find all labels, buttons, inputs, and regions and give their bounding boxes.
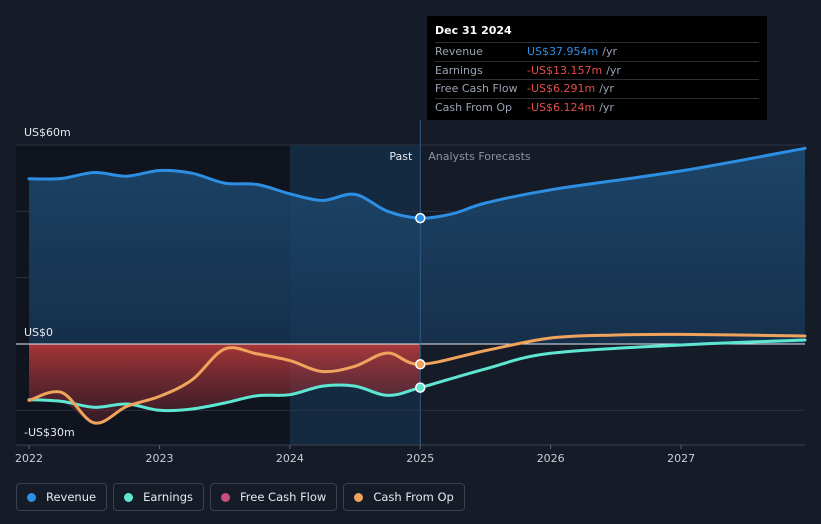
tooltip-row: Cash From Op -US$6.124m/yr — [435, 97, 759, 117]
cash-from-op-line — [27, 332, 807, 425]
revenue-area — [29, 148, 805, 344]
revenue-line — [27, 146, 807, 220]
x-axis: 2022 2023 2024 2025 2026 2027 — [15, 445, 695, 465]
earnings-marker — [415, 382, 426, 393]
tooltip-row: Revenue US$37.954m/yr — [435, 42, 759, 61]
tooltip-row-value: -US$6.124m — [527, 100, 596, 114]
revenue-marker — [415, 212, 426, 224]
tooltip-date: Dec 31 2024 — [435, 24, 512, 37]
tooltip-row-label: Revenue — [435, 45, 483, 58]
x-tick-label: 2025 — [406, 452, 434, 465]
markers — [415, 212, 426, 393]
legend-item-revenue[interactable]: Revenue — [16, 483, 108, 511]
y-label-bottom: -US$30m — [24, 426, 75, 439]
legend: Revenue Earnings Free Cash Flow Cash From O… — [16, 483, 465, 511]
forecast-label: Analysts Forecasts — [428, 150, 531, 163]
x-tick-label: 2022 — [15, 452, 43, 465]
tooltip-row-label: Free Cash Flow — [435, 82, 518, 95]
tooltip-row-label: Earnings — [435, 63, 483, 77]
series-lines — [27, 146, 807, 425]
past-label: Past — [389, 150, 413, 163]
x-tick-label: 2023 — [145, 452, 173, 465]
tooltip: Dec 31 2024 Revenue US$37.954m/yr Earnings… — [427, 16, 767, 120]
tooltip-row-value: -US$6.291m — [527, 82, 596, 95]
legend-label: Free Cash Flow — [240, 490, 327, 504]
legend-dot-icon — [221, 492, 230, 502]
y-label-top: US$60m — [24, 126, 71, 139]
tooltip-row-unit: /yr — [599, 100, 614, 114]
earnings-line — [27, 338, 807, 413]
legend-label: Cash From Op — [373, 490, 454, 504]
legend-item-free-cash-flow[interactable]: Free Cash Flow — [210, 483, 338, 511]
tooltip-row: Earnings -US$13.157m/yr — [435, 60, 759, 80]
tooltip-row-value: -US$13.157m — [527, 63, 603, 77]
legend-label: Earnings — [143, 490, 193, 504]
tooltip-row: Free Cash Flow -US$6.291m/yr — [435, 79, 759, 98]
tooltip-row-unit: /yr — [602, 45, 617, 58]
legend-item-earnings[interactable]: Earnings — [113, 483, 204, 511]
tooltip-row-unit: /yr — [606, 63, 621, 77]
x-tick-label: 2024 — [276, 452, 304, 465]
legend-dot-icon — [27, 492, 36, 502]
x-tick-label: 2026 — [537, 452, 565, 465]
tooltip-row-value: US$37.954m — [527, 45, 599, 58]
legend-label: Revenue — [46, 490, 97, 504]
legend-dot-icon — [354, 492, 364, 502]
legend-item-cash-from-op[interactable]: Cash From Op — [343, 483, 465, 511]
legend-dot-icon — [124, 492, 134, 502]
tooltip-row-unit: /yr — [599, 82, 614, 95]
cash-from-op-marker — [415, 359, 426, 370]
y-label-zero: US$0 — [24, 326, 53, 339]
tooltip-row-label: Cash From Op — [435, 100, 513, 114]
x-tick-label: 2027 — [667, 452, 695, 465]
